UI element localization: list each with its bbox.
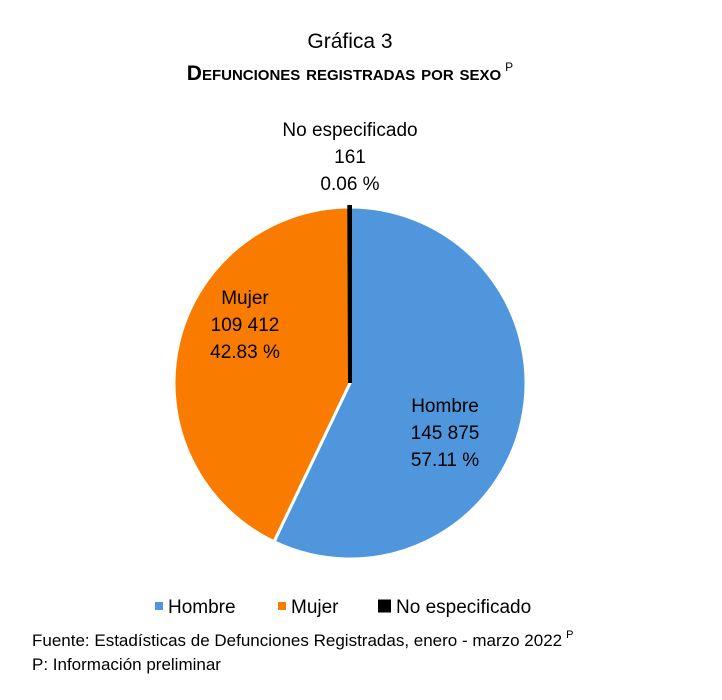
- percent-label: 0.06 %: [320, 174, 379, 195]
- value-label: 109 412: [211, 315, 280, 336]
- slice-label: Mujer: [221, 288, 269, 309]
- legend-label: Hombre: [168, 597, 236, 618]
- value-label: 145 875: [411, 423, 480, 444]
- source-text: Fuente: Estadísticas de Defunciones Regi…: [32, 631, 562, 650]
- subtitle-mark: P: [505, 60, 513, 74]
- legend-label: No especificado: [396, 597, 531, 618]
- legend-swatch: [155, 602, 163, 610]
- slice-label: Hombre: [411, 396, 479, 417]
- value-label: 161: [334, 147, 366, 168]
- source-mark: P: [566, 629, 573, 641]
- percent-label: 57.11 %: [411, 450, 479, 471]
- source: Fuente: Estadísticas de Defunciones Regi…: [32, 629, 573, 650]
- pie: [172, 204, 528, 561]
- pie-slice: [272, 205, 528, 561]
- legend-swatch: [278, 602, 286, 610]
- percent-label: 42.83 %: [210, 342, 280, 363]
- slice-label: No especificado: [282, 120, 417, 141]
- chart-title: Gráfica 3: [307, 30, 392, 53]
- pie-slice: [347, 204, 352, 384]
- pie-slice: [172, 205, 352, 544]
- legend-swatch: [378, 599, 391, 613]
- legend: Hombre Mujer No especificado: [155, 597, 531, 618]
- chart-subtitle: Defunciones registradas por sexo P: [187, 60, 513, 85]
- subtitle-text: Defunciones registradas por sexo: [187, 62, 502, 85]
- legend-label: Mujer: [291, 597, 339, 618]
- note: P: Información preliminar: [32, 655, 221, 674]
